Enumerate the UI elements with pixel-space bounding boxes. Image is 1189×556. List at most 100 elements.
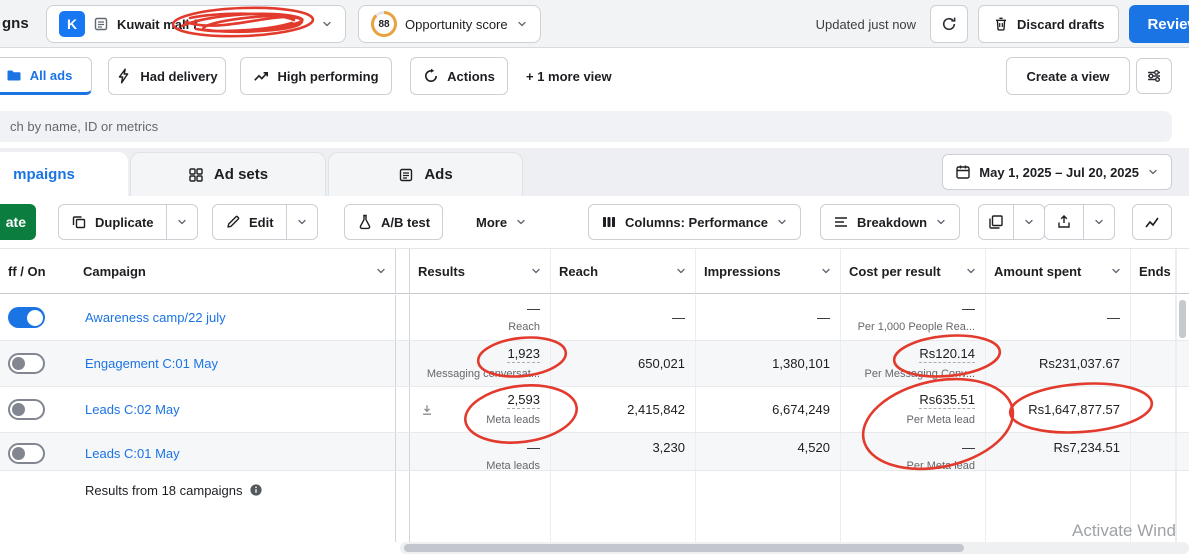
- campaign-toggle[interactable]: [8, 442, 45, 464]
- reports-menu-button[interactable]: [1013, 205, 1044, 239]
- tab-ad-sets[interactable]: Ad sets: [130, 152, 326, 196]
- ab-test-button[interactable]: A/B test: [344, 204, 444, 240]
- campaign-link[interactable]: Leads C:02 May: [85, 402, 180, 417]
- col-header-amount-spent[interactable]: Amount spent: [986, 249, 1131, 293]
- reach-cell: 2,415,842: [551, 387, 696, 432]
- col-header-cost-per-result[interactable]: Cost per result: [841, 249, 986, 293]
- export-button[interactable]: [1045, 205, 1083, 239]
- amount-spent-cell: Rs231,037.67: [986, 341, 1131, 386]
- empty-cell: [410, 509, 551, 542]
- pane-divider: [395, 249, 410, 293]
- campaign-toggle[interactable]: [8, 307, 45, 328]
- campaign-toggle[interactable]: [8, 399, 45, 420]
- info-icon[interactable]: [249, 483, 263, 497]
- duplicate-menu-button[interactable]: [165, 205, 197, 239]
- opportunity-label: Opportunity score: [405, 16, 508, 32]
- charts-button[interactable]: [1132, 204, 1172, 240]
- campaign-toggle[interactable]: [8, 353, 45, 374]
- more-views-label: + 1 more view: [526, 68, 612, 84]
- duplicate-button-group: Duplicate: [58, 204, 198, 240]
- opportunity-score-button[interactable]: 88 Opportunity score: [358, 5, 541, 43]
- download-leads-icon[interactable]: [420, 403, 434, 417]
- reports-button-group: [978, 204, 1045, 240]
- search-input[interactable]: [0, 111, 1172, 142]
- horizontal-scrollbar: [400, 542, 1189, 554]
- pane-divider: [395, 433, 410, 470]
- export-menu-button[interactable]: [1083, 205, 1114, 239]
- tab-campaigns[interactable]: mpaigns: [0, 152, 128, 196]
- date-range-picker[interactable]: May 1, 2025 – Jul 20, 2025: [942, 154, 1172, 190]
- view-tab-actions[interactable]: Actions: [410, 57, 508, 95]
- pencil-icon: [227, 215, 240, 228]
- create-view-button[interactable]: Create a view: [1006, 57, 1130, 95]
- toolbar: ate Duplicate Edit A/B test More: [0, 196, 1189, 248]
- view-tab-all-ads[interactable]: All ads: [0, 57, 92, 95]
- col-header-ends[interactable]: Ends: [1131, 249, 1176, 293]
- trash-icon: [995, 17, 1007, 31]
- col-header-campaign[interactable]: Campaign: [75, 249, 395, 293]
- chevron-down-icon[interactable]: [965, 265, 977, 277]
- results-cell: 2,593 Meta leads: [410, 387, 551, 432]
- pane-divider: [395, 295, 410, 340]
- campaign-link[interactable]: Leads C:01 May: [85, 445, 180, 461]
- actions-label: Actions: [447, 68, 495, 84]
- empty-cell: [841, 509, 986, 542]
- table-filler-row: [0, 509, 1189, 542]
- horizontal-scrollbar-thumb[interactable]: [404, 544, 964, 552]
- col-header-impressions[interactable]: Impressions: [696, 249, 841, 293]
- edit-menu-button[interactable]: [285, 205, 317, 239]
- ad-account-selector[interactable]: K Kuwait mall f: [46, 5, 346, 43]
- empty-cell: [551, 509, 696, 542]
- chevron-down-icon[interactable]: [530, 265, 542, 277]
- more-button[interactable]: More: [464, 204, 539, 240]
- refresh-button[interactable]: [930, 5, 969, 43]
- empty-cell: [0, 509, 75, 542]
- view-tab-had-delivery[interactable]: Had delivery: [108, 57, 226, 95]
- columns-button[interactable]: Columns: Performance: [588, 204, 802, 240]
- empty-cell: [551, 471, 696, 509]
- results-cell: 1,923 Messaging conversat...: [410, 341, 551, 386]
- discard-drafts-button[interactable]: Discard drafts: [978, 5, 1120, 43]
- review-and-publish-button[interactable]: Review and: [1129, 5, 1189, 43]
- table-footer-row: Results from 18 campaigns: [0, 471, 1189, 509]
- empty-cell: [75, 509, 395, 542]
- table-row: Awareness camp/22 july — Reach — — — Per 1…: [0, 295, 1189, 341]
- tab-ads[interactable]: Ads: [328, 152, 523, 196]
- table-body: Awareness camp/22 july — Reach — — — Per 1…: [0, 295, 1189, 542]
- cost-per-result-cell: — Per Meta lead: [841, 433, 986, 470]
- more-views-button[interactable]: + 1 more view: [518, 57, 620, 95]
- reports-button[interactable]: [979, 205, 1013, 239]
- empty-cell: [841, 471, 986, 509]
- breakdown-button[interactable]: Breakdown: [820, 204, 961, 240]
- campaign-link[interactable]: Engagement C:01 May: [85, 356, 218, 371]
- columns-icon: [603, 217, 615, 227]
- duplicate-button[interactable]: Duplicate: [59, 205, 166, 239]
- chevron-down-icon[interactable]: [675, 265, 687, 277]
- edit-button[interactable]: Edit: [213, 205, 286, 239]
- more-label: More: [476, 214, 508, 230]
- chart-icon: [1145, 217, 1159, 228]
- view-settings-button[interactable]: [1136, 58, 1172, 94]
- pane-divider: [395, 471, 410, 509]
- view-tab-high-performing[interactable]: High performing: [240, 57, 392, 95]
- create-label: ate: [5, 214, 26, 230]
- campaign-link[interactable]: Awareness camp/22 july: [85, 310, 226, 325]
- results-cell: — Meta leads: [410, 433, 551, 470]
- chevron-down-icon[interactable]: [820, 265, 832, 277]
- create-button[interactable]: ate: [0, 204, 36, 240]
- table-row: Leads C:01 May — Meta leads 3,230 4,520 —…: [0, 433, 1189, 471]
- vertical-scrollbar-thumb[interactable]: [1179, 300, 1186, 338]
- chevron-down-icon[interactable]: [375, 265, 387, 277]
- create-view-label: Create a view: [1026, 68, 1110, 84]
- export-icon: [1058, 215, 1070, 228]
- chevron-down-icon[interactable]: [1110, 265, 1122, 277]
- chevron-down-icon: [937, 219, 945, 225]
- breakdown-label: Breakdown: [857, 214, 928, 230]
- col-header-reach[interactable]: Reach: [551, 249, 696, 293]
- campaign-cell: Leads C:01 May: [75, 433, 395, 470]
- results-summary-label: Results from 18 campaigns: [85, 482, 243, 498]
- col-header-results[interactable]: Results: [410, 249, 551, 293]
- cost-per-result-cell: Rs120.14 Per Messaging Conv...: [841, 341, 986, 386]
- campaign-cell: Leads C:02 May: [75, 387, 395, 432]
- breakdown-icon: [834, 217, 848, 227]
